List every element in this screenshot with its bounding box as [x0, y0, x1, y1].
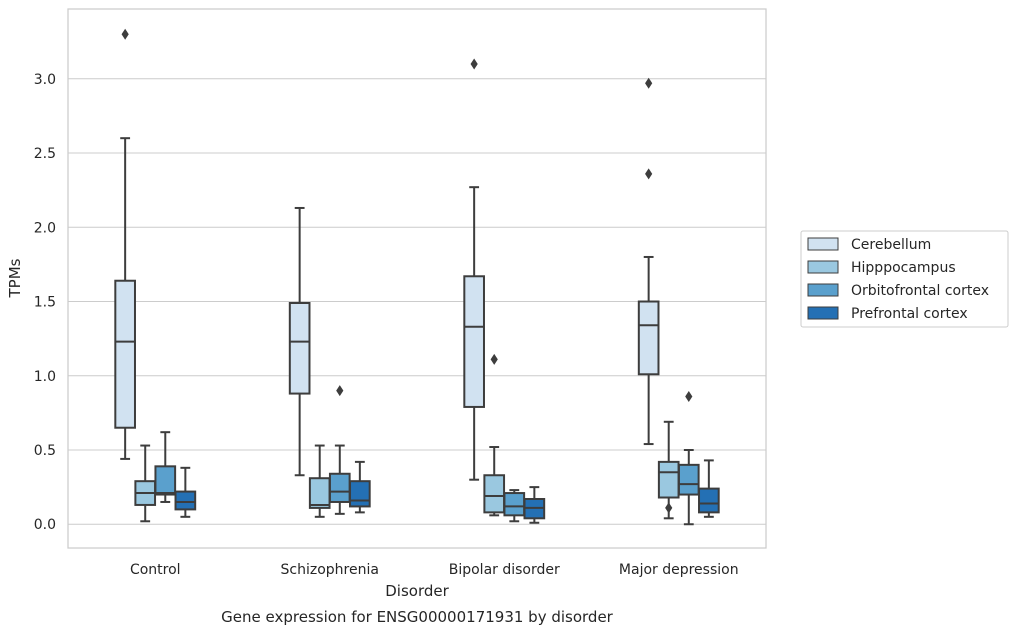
- y-tick-label: 1.5: [34, 295, 56, 311]
- outlier-point: [665, 502, 673, 514]
- outlier-point: [645, 168, 653, 180]
- legend-swatch-hipppocampus: [807, 260, 839, 274]
- legend-label-hipppocampus: Hipppocampus: [851, 260, 956, 276]
- box-cerebellum-bipolar-disorder: [463, 58, 485, 481]
- x-tick-label-control: Control: [130, 562, 181, 578]
- iqr-box: [698, 487, 720, 514]
- outlier-point: [685, 391, 693, 403]
- box-prefrontal-cortex-schizophrenia: [349, 460, 371, 514]
- y-tick-label: 0.0: [34, 517, 56, 533]
- iqr-box: [503, 492, 526, 517]
- box-orbitofrontal-cortex-bipolar-disorder: [503, 489, 526, 523]
- x-tick-labels: Control Schizophrenia Bipolar disorder Majo…: [130, 562, 739, 578]
- box-prefrontal-cortex-bipolar-disorder: [523, 486, 546, 524]
- box-layer: [114, 28, 720, 526]
- x-tick-label-bipolar-disorder: Bipolar disorder: [449, 562, 560, 578]
- y-tick-label: 0.5: [34, 443, 56, 459]
- y-tick-labels: 0.0 0.5 1.0 1.5 2.0 2.5 3.0: [34, 72, 56, 533]
- outlier-point: [336, 385, 344, 397]
- legend-swatch-prefrontal-cortex: [807, 306, 839, 320]
- legend-label-prefrontal-cortex: Prefrontal cortex: [851, 306, 968, 322]
- outlier-point: [645, 77, 653, 89]
- box-prefrontal-cortex-control: [174, 466, 197, 518]
- legend-label-orbitofrontal-cortex: Orbitofrontal cortex: [851, 283, 989, 299]
- outlier-point: [470, 58, 478, 70]
- box-prefrontal-cortex-major-depression: [698, 459, 720, 518]
- y-axis-label: TPMs: [6, 258, 24, 298]
- iqr-box: [154, 465, 177, 496]
- iqr-box: [174, 490, 197, 511]
- iqr-box: [483, 474, 506, 514]
- outlier-point: [490, 353, 498, 365]
- plot-area-frame: [67, 8, 767, 549]
- legend-swatch-cerebellum: [807, 237, 839, 251]
- legend-label-cerebellum: Cerebellum: [851, 237, 931, 253]
- legend-swatch-orbitofrontal-cortex: [807, 283, 839, 297]
- figure-caption: Gene expression for ENSG00000171931 by d…: [221, 608, 614, 626]
- x-axis-label: Disorder: [385, 582, 449, 600]
- x-tick-label-schizophrenia: Schizophrenia: [281, 562, 379, 578]
- y-tick-label: 1.0: [34, 369, 56, 385]
- iqr-box: [308, 477, 331, 509]
- outlier-point: [121, 28, 129, 40]
- iqr-box: [637, 300, 660, 376]
- iqr-box: [349, 480, 371, 508]
- box-orbitofrontal-cortex-major-depression: [677, 391, 700, 526]
- y-tick-label: 2.5: [34, 146, 56, 162]
- box-cerebellum-control: [114, 28, 136, 460]
- legend-frame: [800, 230, 1009, 328]
- iqr-box: [114, 279, 136, 429]
- iqr-box: [328, 472, 351, 503]
- iqr-box: [657, 460, 680, 499]
- iqr-box: [463, 275, 485, 408]
- box-orbitofrontal-cortex-control: [154, 431, 177, 503]
- y-tick-label: 2.0: [34, 220, 56, 236]
- iqr-box: [288, 302, 311, 395]
- x-tick-label-major-depression: Major depression: [619, 562, 739, 578]
- box-hipppocampus-bipolar-disorder: [483, 353, 506, 517]
- box-cerebellum-schizophrenia: [288, 206, 311, 477]
- box-cerebellum-major-depression: [637, 77, 660, 446]
- legend: Cerebellum Hipppocampus Orbitofrontal cort…: [800, 230, 1009, 328]
- box-hipppocampus-schizophrenia: [308, 444, 331, 518]
- y-tick-label: 3.0: [34, 72, 56, 88]
- iqr-box: [677, 463, 700, 496]
- grid-lines: [68, 78, 766, 525]
